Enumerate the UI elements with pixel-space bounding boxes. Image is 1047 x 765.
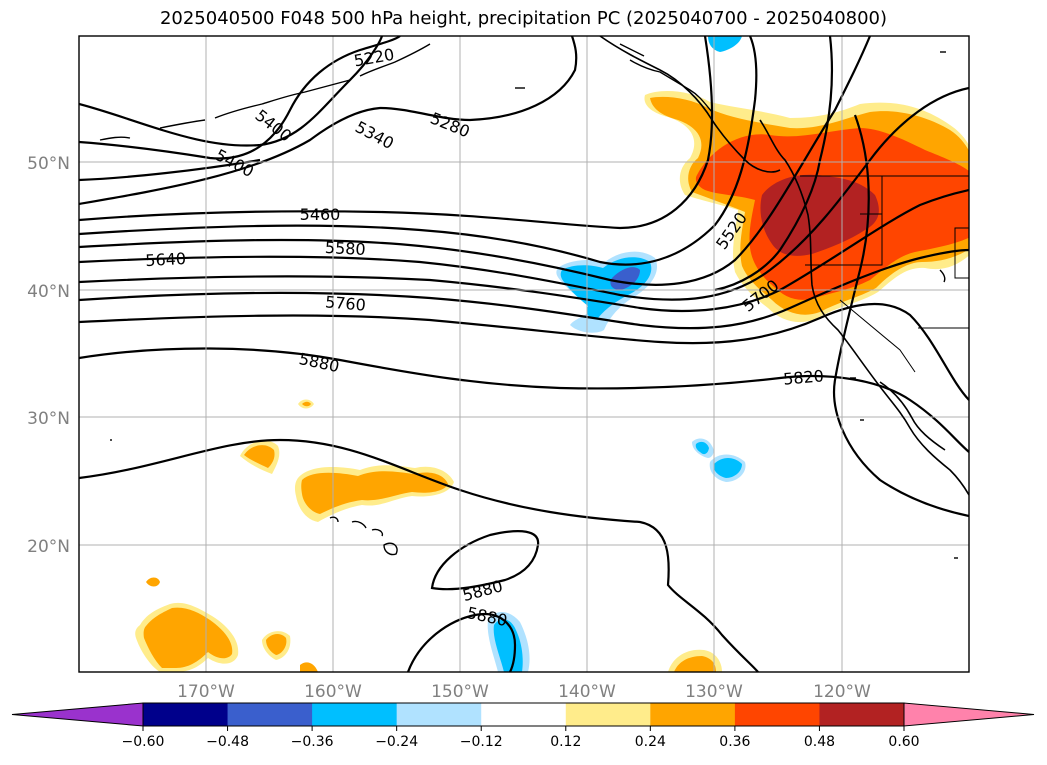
lat-label: 30°N [27, 409, 70, 429]
coastlines [599, 36, 969, 496]
colorbar-tick-label: −0.24 [375, 734, 418, 750]
precip-blue-east [692, 438, 746, 482]
colorbar-tick-label: 0.12 [550, 734, 581, 750]
longitude-labels: 170°W 160°W 150°W 140°W 130°W 120°W [177, 682, 871, 702]
colorbar-swatch [734, 703, 820, 726]
lat-label: 40°N [27, 282, 70, 302]
colorbar-swatch [650, 703, 736, 726]
colorbar-swatch [565, 703, 651, 726]
lon-label: 130°W [685, 682, 743, 702]
contour-label: 5760 [324, 292, 366, 314]
map-title: 2025040500 F048 500 hPa height, precipit… [159, 8, 888, 29]
lon-label: 170°W [177, 682, 235, 702]
colorbar-tick-label: −0.12 [460, 734, 503, 750]
lon-label: 150°W [431, 682, 489, 702]
islands [99, 43, 958, 559]
plot-frame [78, 35, 970, 673]
precip-blue-south [487, 611, 530, 672]
precip-blue-north [708, 36, 742, 52]
colorbar-tick-label: 0.48 [804, 734, 835, 750]
colorbar-swatch [227, 703, 313, 726]
borders [800, 175, 969, 373]
colorbar: −0.60 −0.48 −0.36 −0.24 −0.12 0.12 0.24 0.36 0.4… [11, 702, 1035, 750]
lon-label: 120°W [813, 682, 871, 702]
colorbar-extend-low [11, 702, 144, 727]
contour-label: 5640 [145, 249, 187, 270]
colorbar-extend-high [903, 702, 1035, 727]
colorbar-tick-label: 0.60 [888, 734, 919, 750]
lon-label: 160°W [304, 682, 362, 702]
lat-label: 20°N [27, 537, 70, 557]
colorbar-frame [142, 702, 905, 727]
colorbar-tick-label: 0.24 [635, 734, 666, 750]
colorbar-swatch [396, 703, 482, 726]
contour-label: 5820 [782, 366, 824, 388]
colorbar-swatch [312, 703, 398, 726]
colorbar-swatch [143, 703, 229, 726]
precip-hawaii [240, 399, 454, 522]
latitude-labels: 50°N 40°N 30°N 20°N [27, 154, 70, 557]
colorbar-swatch [819, 703, 905, 726]
contour-label: 5460 [300, 205, 341, 224]
map-grid [79, 36, 969, 672]
height-contours [79, 36, 969, 672]
map-plot-area [79, 36, 969, 672]
colorbar-tick-label: −0.60 [122, 734, 165, 750]
precip-southwest [135, 577, 318, 672]
lat-label: 50°N [27, 154, 70, 174]
contour-label: 5580 [324, 238, 366, 259]
colorbar-tick-label: −0.48 [206, 734, 249, 750]
colorbar-swatch [481, 703, 567, 726]
lon-label: 140°W [558, 682, 616, 702]
colorbar-tick-label: 0.36 [719, 734, 750, 750]
colorbar-tick-label: −0.36 [291, 734, 334, 750]
